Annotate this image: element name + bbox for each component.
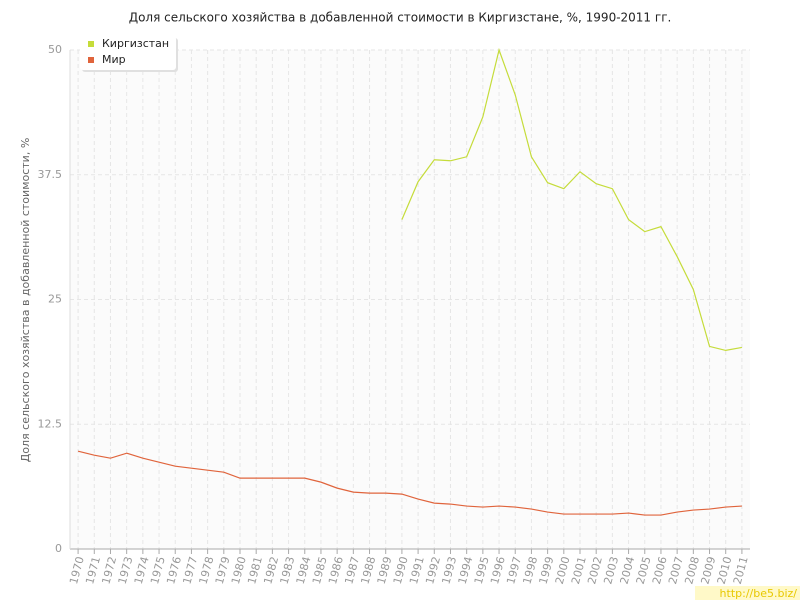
watermark-bg (695, 586, 800, 600)
y-tick-label: 12.5 (38, 417, 63, 430)
legend-box (80, 36, 176, 70)
series-line (401, 47, 743, 352)
watermark: http://be5.biz/ (720, 587, 798, 600)
legend-marker (88, 41, 94, 47)
legend-label: Мир (102, 53, 126, 66)
y-tick-label: 37.5 (38, 168, 63, 181)
series-line (77, 450, 742, 516)
y-tick-label: 0 (55, 542, 62, 555)
y-tick-label: 50 (48, 43, 62, 56)
y-axis-label: Доля сельского хозяйства в добавленной с… (19, 138, 32, 463)
chart-title: Доля сельского хозяйства в добавленной с… (129, 11, 672, 25)
y-tick-label: 25 (48, 293, 62, 306)
legend-label: Киргизстан (102, 37, 169, 50)
legend-marker (88, 57, 94, 63)
